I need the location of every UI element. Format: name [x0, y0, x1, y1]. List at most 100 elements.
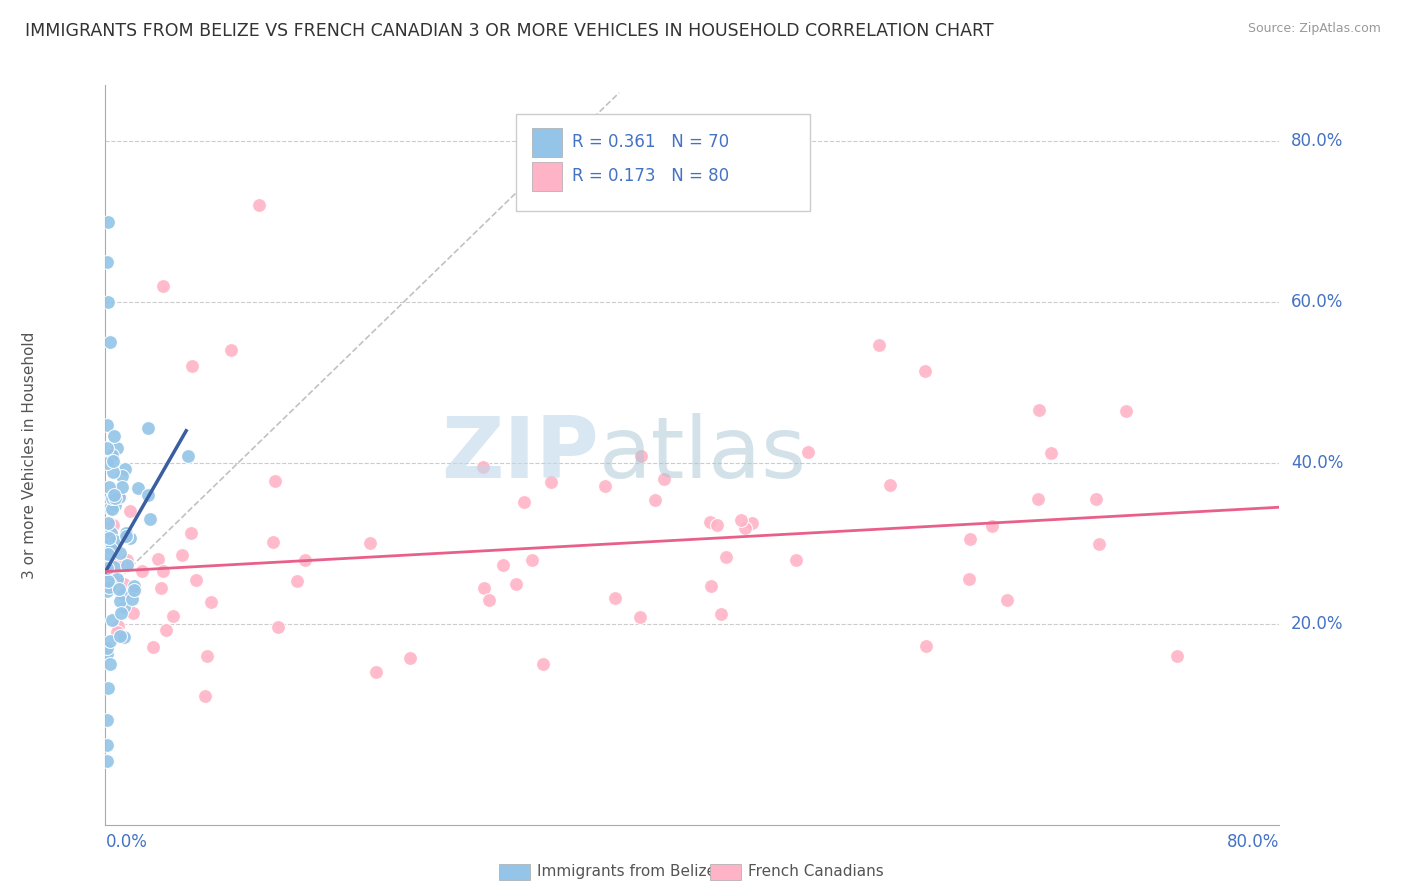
Point	[267, 620, 290, 634]
Point	[96, 738, 118, 752]
Point	[471, 460, 494, 475]
Point	[1115, 404, 1137, 418]
Point	[734, 521, 756, 535]
Point	[1085, 492, 1108, 507]
Point	[110, 607, 132, 621]
Point	[98, 657, 121, 672]
Point	[294, 552, 316, 566]
Point	[104, 533, 127, 548]
Text: ZIP: ZIP	[441, 413, 599, 497]
Point	[136, 488, 159, 502]
Point	[1166, 649, 1188, 664]
Point	[98, 580, 121, 594]
Point	[162, 609, 184, 624]
Text: 20.0%: 20.0%	[1291, 615, 1344, 633]
Point	[105, 572, 128, 586]
Point	[104, 491, 127, 505]
Point	[491, 558, 513, 572]
Point	[1026, 492, 1049, 507]
Point	[652, 472, 675, 486]
Point	[505, 576, 527, 591]
Point	[603, 591, 626, 606]
Point	[706, 517, 728, 532]
Text: French Canadians: French Canadians	[748, 864, 884, 879]
Text: 0.0%: 0.0%	[105, 833, 148, 851]
Point	[868, 338, 890, 352]
Point	[96, 566, 118, 580]
Text: Source: ZipAtlas.com: Source: ZipAtlas.com	[1247, 22, 1381, 36]
Point	[96, 442, 118, 456]
Point	[97, 295, 120, 310]
Point	[100, 613, 122, 627]
Text: 80.0%: 80.0%	[1291, 132, 1344, 150]
Point	[112, 558, 135, 572]
Point	[120, 504, 142, 518]
Point	[101, 449, 124, 463]
Text: 40.0%: 40.0%	[1291, 454, 1344, 472]
Point	[115, 552, 138, 566]
Point	[115, 529, 138, 543]
Point	[149, 581, 172, 595]
Point	[247, 198, 270, 212]
Point	[628, 610, 651, 624]
Point	[915, 639, 938, 653]
Point	[111, 480, 134, 494]
Point	[96, 418, 118, 433]
Point	[100, 577, 122, 591]
Point	[195, 649, 218, 664]
Point	[114, 462, 136, 476]
Point	[472, 581, 495, 595]
Point	[124, 583, 146, 598]
Point	[124, 582, 146, 597]
Point	[136, 421, 159, 435]
Point	[700, 578, 723, 592]
Point	[139, 512, 162, 526]
Bar	[531, 162, 562, 191]
Point	[101, 541, 124, 556]
Point	[97, 574, 120, 588]
Point	[262, 534, 284, 549]
Point	[285, 574, 308, 588]
Point	[995, 593, 1018, 607]
Point	[152, 564, 174, 578]
Point	[194, 689, 217, 703]
Point	[513, 494, 536, 508]
Point	[96, 549, 118, 564]
Point	[112, 586, 135, 600]
Point	[540, 475, 562, 489]
Point	[1039, 446, 1062, 460]
Point	[108, 546, 131, 560]
Point	[796, 445, 818, 459]
Point	[103, 429, 125, 443]
Point	[100, 491, 122, 505]
Point	[100, 525, 122, 540]
Point	[111, 469, 134, 483]
Point	[118, 531, 141, 545]
Point	[107, 619, 129, 633]
Text: R = 0.361   N = 70: R = 0.361 N = 70	[571, 133, 728, 151]
Point	[399, 651, 422, 665]
Point	[181, 359, 204, 374]
Point	[103, 560, 125, 574]
Point	[200, 595, 222, 609]
Point	[531, 657, 554, 672]
Point	[522, 553, 544, 567]
Point	[104, 498, 127, 512]
Point	[108, 629, 131, 643]
Point	[981, 519, 1004, 533]
Point	[478, 593, 501, 607]
Point	[699, 515, 721, 529]
Point	[103, 488, 125, 502]
Point	[170, 548, 193, 562]
Point	[108, 593, 131, 607]
Point	[98, 335, 121, 350]
Point	[114, 529, 136, 543]
Text: 3 or more Vehicles in Household: 3 or more Vehicles in Household	[21, 331, 37, 579]
Point	[364, 665, 387, 680]
Point	[180, 526, 202, 541]
Point	[785, 553, 807, 567]
Point	[112, 630, 135, 644]
Point	[101, 578, 124, 592]
Point	[103, 454, 125, 468]
Point	[730, 513, 752, 527]
